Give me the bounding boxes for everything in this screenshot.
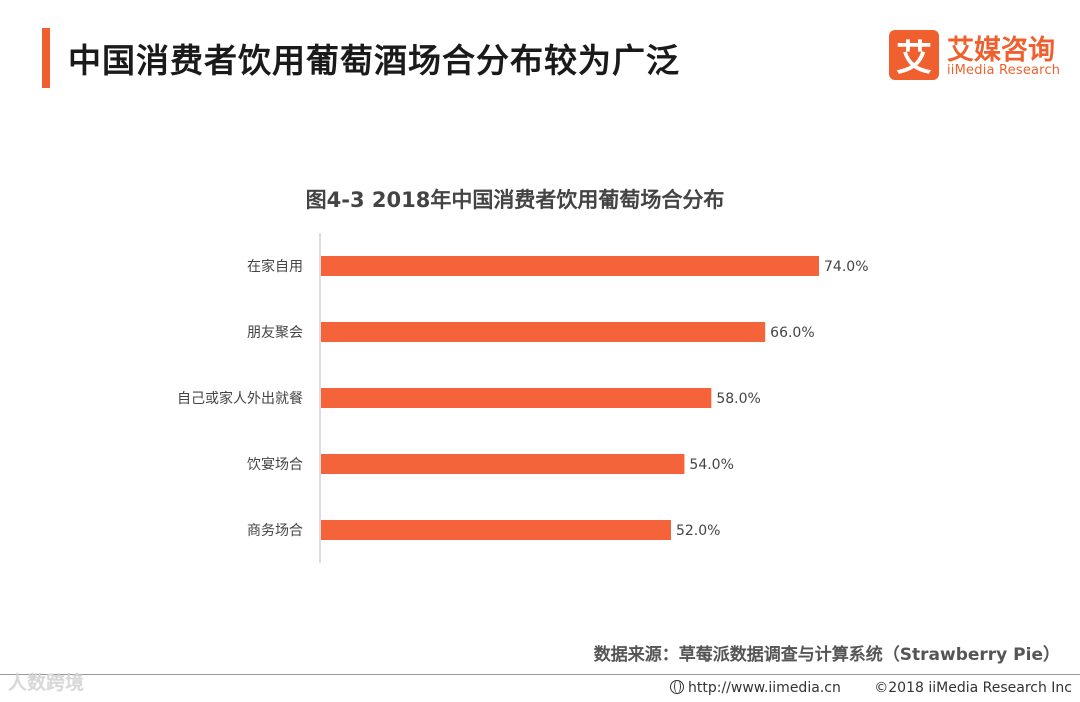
logo-name-en: iiMedia Research: [947, 63, 1061, 78]
bar: [321, 388, 712, 408]
value-label: 74.0%: [824, 259, 868, 275]
footer-copyright: ©2018 iiMedia Research Inc: [874, 680, 1072, 696]
category-label: 商务场合: [247, 523, 303, 539]
category-label: 自己或家人外出就餐: [177, 390, 303, 407]
logo-name-cn: 艾媒咨询: [947, 35, 1055, 66]
watermark: 人数跨境: [8, 672, 85, 694]
logo-mark: 艾: [889, 30, 939, 80]
title-accent-bar: [42, 28, 50, 88]
category-label: 饮宴场合: [247, 456, 303, 473]
chart-title: 图4-3 2018年中国消费者饮用葡萄场合分布: [305, 188, 725, 212]
value-label: 66.0%: [770, 325, 814, 341]
bar: [321, 322, 766, 342]
footer-url-text: http://www.iimedia.cn: [688, 680, 841, 696]
footer-url: http://www.iimedia.cn: [670, 680, 841, 696]
data-source: 数据来源：草莓派数据调查与计算系统（Strawberry Pie）: [593, 645, 1060, 665]
globe-icon: [670, 680, 684, 694]
brand-logo: 艾 艾媒咨询 iiMedia Research: [889, 28, 1069, 84]
value-label: 52.0%: [676, 523, 720, 539]
value-label: 54.0%: [689, 457, 733, 473]
footer-divider: [0, 674, 1080, 675]
bar: [321, 256, 820, 276]
category-label: 朋友聚会: [247, 325, 303, 341]
bar: [321, 454, 685, 474]
category-label: 在家自用: [247, 258, 303, 275]
value-label: 58.0%: [716, 391, 760, 407]
bar: [321, 520, 671, 540]
page-title: 中国消费者饮用葡萄酒场合分布较为广泛: [68, 41, 680, 80]
